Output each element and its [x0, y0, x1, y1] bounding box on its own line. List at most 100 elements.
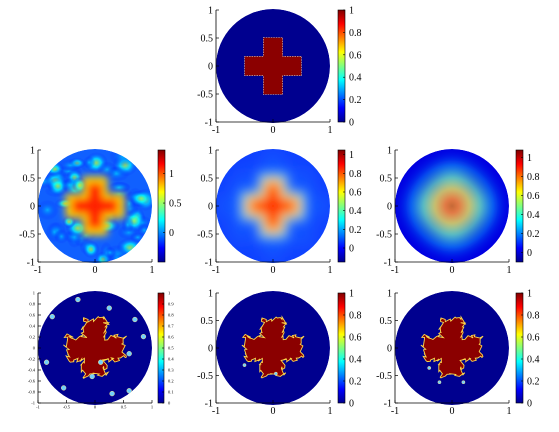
noise-blob: [129, 231, 146, 243]
noise-blob: [121, 216, 135, 234]
artifact-spot: [109, 390, 115, 397]
artifact-spot: [49, 314, 55, 320]
noise-blob: [106, 181, 131, 194]
ripple: [235, 174, 254, 193]
y-tick-label: 0: [208, 62, 213, 73]
artifact-spot: [427, 366, 432, 370]
colorbar-tick-label: 0.4: [349, 73, 362, 84]
colorbar-tick-label: 1: [527, 153, 532, 164]
y-tick-label: -0.2: [28, 357, 35, 362]
y-tick-label: -0.6: [28, 379, 36, 384]
noise-blob: [54, 229, 69, 244]
colorbar-tick-label: 0.6: [349, 50, 362, 61]
colorbar-tick-label: 0.8: [349, 311, 362, 322]
y-tick-label: -1: [205, 258, 213, 269]
colorbar-tick-label: 0.6: [527, 333, 540, 344]
x-tick-label: 0.5: [121, 405, 127, 410]
y-tick-label: -1: [384, 399, 392, 410]
colorbar-tick-label: 0: [527, 248, 532, 259]
colorbar-tick-label: 0: [349, 244, 354, 255]
x-tick-label: -1: [36, 405, 40, 410]
cross-reconstruction: [63, 315, 127, 379]
colorbar-tick-label: 0.8: [527, 172, 540, 183]
artifact-spot: [140, 333, 147, 340]
y-tick-label: 0.5: [201, 34, 214, 45]
colorbar-tick-label: 0.2: [527, 377, 540, 388]
artifact-spot: [126, 351, 132, 357]
x-tick-label: 1: [507, 406, 512, 417]
panel-row3-right: -1 0 1 1 0.5 0 -0.5 -1 1 0.8 0.6 0.4 0.2 0: [376, 289, 539, 418]
colorbar-tick-label: 0.4: [349, 206, 362, 217]
artifact-spot: [61, 385, 67, 391]
colorbar-gradient: [515, 292, 524, 404]
noise-blob: [82, 240, 100, 259]
colorbar-gradient: [337, 292, 346, 404]
artifact-spot: [43, 359, 50, 365]
x-tick-label: 0: [271, 125, 276, 136]
y-tick-label: -1: [384, 258, 392, 269]
colorbar-tick-label: 0.6: [168, 335, 174, 340]
x-tick-label: 1: [150, 265, 155, 276]
artifact-spot: [242, 363, 247, 367]
colorbar-row1-exact: 1 0.8 0.6 0.4 0.2 0: [337, 6, 362, 129]
cross-reconstruction: [65, 176, 125, 236]
x-tick-label: 0: [450, 265, 455, 276]
colorbar-tick-label: 1: [349, 6, 354, 17]
noise-blob: [82, 155, 96, 169]
colorbar-gradient: [157, 149, 166, 263]
cross-core: [72, 183, 118, 229]
panel-row2-left: -1 0 110.50-0.5-110.50: [19, 146, 181, 277]
y-tick-label: -0.5: [197, 230, 213, 241]
colorbar-tick-label: 0.7: [168, 324, 174, 329]
noise-blob: [97, 161, 118, 178]
colorbar-gradient: [337, 9, 346, 123]
x-tick-label: -1: [212, 265, 220, 276]
panel-row2-middle: -1 0 1 1 0.5 0 -0.5 -1 1 0.8 0.6 0.4 0.2 0: [197, 146, 361, 277]
y-tick-label: -1: [205, 118, 213, 129]
noise-blob: [38, 199, 59, 221]
colorbar-tick-label: 0.8: [349, 28, 362, 39]
x-tick-label: 0: [93, 265, 98, 276]
x-tick-label: 0: [450, 406, 455, 417]
colorbar-tick-label: 1: [168, 291, 170, 296]
y-tick-label: 1: [387, 289, 392, 300]
ripple: [292, 171, 311, 190]
x-tick-label: -1: [391, 265, 399, 276]
colorbar-gradient: [337, 149, 346, 263]
colorbar-tick-label: 0.9: [168, 302, 174, 307]
disk-row2-left: [38, 149, 152, 263]
y-tick-label: 1: [208, 289, 213, 300]
ripple: [292, 225, 311, 244]
y-tick-label: -0.5: [376, 230, 392, 241]
colorbar-tick-label: 1: [349, 150, 354, 161]
x-tick-label: -1: [212, 125, 220, 136]
colorbar-tick-label: 0.6: [349, 333, 362, 344]
ripple: [218, 197, 237, 215]
y-tick-label: 1: [208, 146, 213, 157]
y-tick-label: 0.5: [201, 174, 214, 185]
panel-row1-exact: -1 0 1 1 0.5 0 -0.5 -1 1 0.8 0.6 0.4 0.2 0: [197, 6, 361, 137]
x-tick-label: -1: [391, 406, 399, 417]
y-tick-label: -1: [31, 401, 35, 406]
y-tick-label: 0.4: [29, 324, 35, 329]
colorbar-tick-label: 0.1: [168, 390, 174, 395]
noise-blob: [129, 189, 152, 208]
y-tick-label: -0.5: [197, 90, 213, 101]
colorbar-tick-label: 0: [168, 401, 171, 406]
axes-row1-exact: -1 0 1 1 0.5 0 -0.5 -1: [197, 6, 332, 137]
panel-row3-middle: -1 0 1 1 0.5 0 -0.5 -1 1 0.8 0.6 0.4 0.2 0: [197, 289, 361, 418]
y-tick-label: 0.5: [380, 174, 393, 185]
cross-reconstruction: [420, 315, 484, 379]
y-tick-label: 0: [33, 346, 36, 351]
disk-row1-exact: [216, 9, 330, 123]
y-tick-label: 0.6: [29, 313, 35, 318]
cross-reconstruction: [239, 172, 307, 240]
y-tick-label: 0: [208, 202, 213, 213]
colorbar-tick-label: 1: [169, 169, 174, 180]
y-tick-label: -0.8: [28, 390, 36, 395]
x-tick-label: 0: [94, 405, 97, 410]
ripple: [309, 197, 328, 215]
colorbar-tick-label: 0.4: [168, 357, 174, 362]
x-tick-label: 0: [271, 265, 276, 276]
colorbar-tick-label: 0.4: [349, 355, 362, 366]
